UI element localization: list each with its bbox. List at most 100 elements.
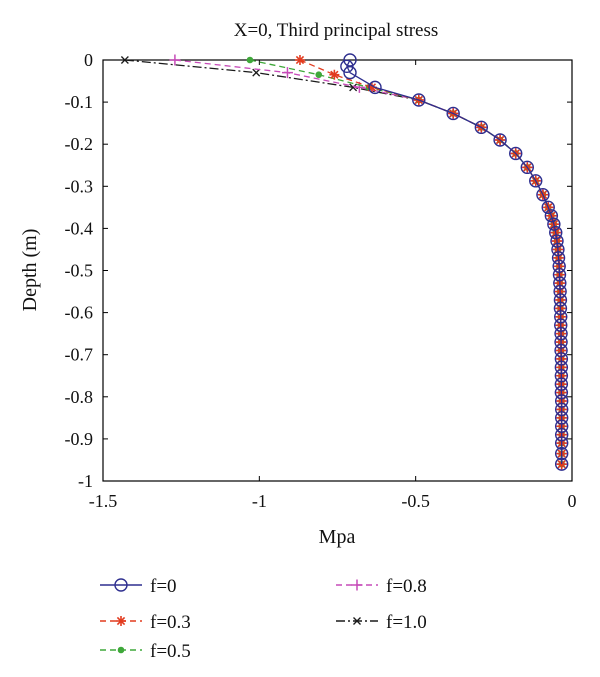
series-line xyxy=(346,59,563,465)
data-point xyxy=(554,419,569,433)
chart-title: X=0, Third principal stress xyxy=(234,20,439,41)
data-point xyxy=(554,343,568,358)
data-point xyxy=(340,59,354,74)
data-point xyxy=(552,268,567,282)
x-tick-label: 0 xyxy=(568,491,577,511)
data-point xyxy=(474,120,489,135)
data-point xyxy=(252,68,261,77)
data-point xyxy=(529,174,543,188)
data-point xyxy=(541,200,555,215)
y-tick-label: -1 xyxy=(78,471,93,491)
y-tick-label: -0.3 xyxy=(65,176,94,196)
y-tick-label: -0.5 xyxy=(65,261,94,281)
data-point xyxy=(446,106,460,121)
legend-item: f=0.8 xyxy=(336,576,427,597)
plot-area xyxy=(102,59,573,482)
legend-marker xyxy=(114,578,128,592)
series-f=0.5 xyxy=(246,56,565,468)
data-point xyxy=(553,284,567,299)
x-tick-label: -1.5 xyxy=(89,491,118,511)
data-point xyxy=(520,160,534,175)
y-axis: 0 -0.1 -0.2 -0.3 -0.4 -0.5 -0.6 -0.7 -0.8 -0.9 -1 xyxy=(65,50,572,491)
legend-label: f=0 xyxy=(150,576,177,597)
data-point xyxy=(554,427,569,442)
legend-item: f=0 xyxy=(100,576,177,597)
legend-label: f=0.5 xyxy=(150,641,191,662)
data-point xyxy=(315,71,323,79)
data-point xyxy=(554,411,569,425)
y-tick-label: -0.9 xyxy=(65,429,94,449)
x-tick-label: -1 xyxy=(252,491,267,511)
data-point xyxy=(554,310,568,324)
series-f=1.0 xyxy=(120,56,566,469)
data-point xyxy=(120,56,129,64)
data-point xyxy=(551,242,565,257)
legend-marker xyxy=(116,616,126,626)
data-point xyxy=(554,457,569,471)
data-point xyxy=(549,225,563,240)
series-f=0.3 xyxy=(294,55,567,470)
data-point xyxy=(246,56,254,64)
y-tick-label: -0.1 xyxy=(65,92,94,112)
legend-label: f=0.3 xyxy=(150,612,191,633)
data-point xyxy=(554,385,569,400)
data-point xyxy=(554,394,569,408)
legend-item: f=1.0 xyxy=(336,612,427,633)
data-point xyxy=(554,326,568,341)
y-tick-label: 0 xyxy=(84,50,93,70)
data-point xyxy=(544,209,559,223)
x-axis-label: Mpa xyxy=(319,526,356,548)
y-tick-label: -0.7 xyxy=(65,345,94,365)
legend-item: f=0.3 xyxy=(100,612,191,633)
data-point xyxy=(349,83,358,92)
data-point xyxy=(551,251,566,265)
series-line xyxy=(299,59,563,465)
series-line xyxy=(124,59,563,465)
data-point xyxy=(343,65,357,80)
series-line xyxy=(249,59,563,465)
data-point xyxy=(553,301,568,316)
x-axis: -1.5 -1 -0.5 0 xyxy=(89,60,577,511)
legend-marker xyxy=(353,617,361,625)
y-tick-label: -0.4 xyxy=(65,218,94,238)
data-point xyxy=(553,276,567,290)
plot-frame xyxy=(102,59,573,482)
data-point xyxy=(554,369,569,383)
data-point xyxy=(281,67,293,79)
y-axis-label: Depth (m) xyxy=(19,229,41,312)
data-point xyxy=(553,293,568,307)
legend-label: f=0.8 xyxy=(386,576,427,597)
legend-item: f=0.5 xyxy=(100,641,191,662)
data-point xyxy=(554,377,569,391)
data-point xyxy=(493,133,507,147)
data-point xyxy=(554,360,569,375)
series-layer xyxy=(120,53,569,471)
data-point xyxy=(554,402,569,417)
data-point xyxy=(554,318,568,332)
series-f=0.8 xyxy=(169,54,568,470)
y-tick-label: -0.6 xyxy=(65,303,94,323)
data-point xyxy=(554,436,569,450)
y-tick-label: -0.8 xyxy=(65,387,94,407)
legend-label: f=1.0 xyxy=(386,612,427,633)
series-f=0 xyxy=(340,53,569,471)
y-tick-label: -0.2 xyxy=(65,134,94,154)
data-point xyxy=(412,93,426,107)
data-point xyxy=(329,69,340,80)
x-tick-label: -0.5 xyxy=(401,491,430,511)
data-point xyxy=(552,259,566,273)
data-point xyxy=(554,335,568,349)
data-point xyxy=(294,55,305,65)
data-point xyxy=(169,54,181,66)
legend: f=0 f=0.3 f=0.5 f=0.8 f=1.0 xyxy=(100,576,427,662)
data-point xyxy=(547,217,561,231)
series-line xyxy=(174,59,563,465)
legend-marker xyxy=(351,579,363,591)
legend-marker xyxy=(117,646,125,654)
data-point xyxy=(550,234,564,248)
data-point xyxy=(368,80,382,95)
data-point xyxy=(554,352,569,366)
data-point xyxy=(509,146,523,161)
data-point xyxy=(554,446,569,461)
